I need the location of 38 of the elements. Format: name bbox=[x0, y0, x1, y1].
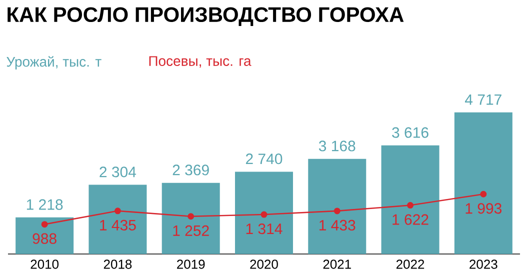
data-label: 3 168 bbox=[318, 140, 356, 152]
bar bbox=[381, 145, 440, 254]
x-tick-label: 2021 bbox=[323, 260, 351, 269]
bar bbox=[88, 184, 147, 254]
data-label: 2 369 bbox=[172, 164, 209, 176]
data-label: 988 bbox=[32, 233, 56, 244]
chart-title: КАК РОСЛО ПРОИЗВОДСТВО ГОРОХА bbox=[8, 7, 404, 26]
data-label: 1 314 bbox=[246, 224, 282, 234]
bar bbox=[16, 217, 74, 254]
x-tick-label: 2019 bbox=[177, 260, 205, 269]
data-label: 2 740 bbox=[246, 154, 282, 164]
point bbox=[407, 202, 414, 209]
x-tick-label: 2020 bbox=[250, 260, 278, 269]
x-tick-label: 2023 bbox=[470, 260, 498, 269]
data-label: 1 433 bbox=[320, 220, 356, 231]
text: Посевы, тыс. га bbox=[149, 56, 252, 68]
point bbox=[480, 190, 487, 198]
point bbox=[114, 208, 121, 214]
point bbox=[334, 208, 340, 214]
data-label: 1 993 bbox=[466, 203, 502, 214]
data-label: 1 218 bbox=[26, 199, 63, 210]
point bbox=[41, 221, 48, 228]
data-label: 2 304 bbox=[100, 166, 136, 178]
data-label: 4 717 bbox=[464, 94, 502, 105]
x-tick-label: 2018 bbox=[104, 260, 132, 269]
data-label: 1 622 bbox=[392, 214, 428, 225]
point bbox=[260, 211, 268, 218]
x-tick-label: 2010 bbox=[30, 260, 59, 269]
x-tick-label: 2022 bbox=[396, 260, 424, 269]
bar bbox=[454, 112, 512, 254]
bar bbox=[162, 182, 220, 254]
point bbox=[188, 213, 194, 220]
data-label: 1 435 bbox=[100, 220, 136, 230]
bar bbox=[308, 158, 366, 254]
data-label: 3 616 bbox=[392, 127, 428, 138]
data-label: 1 252 bbox=[173, 225, 209, 236]
bar bbox=[235, 172, 293, 254]
text: Урожай, тыс. т bbox=[6, 56, 102, 70]
